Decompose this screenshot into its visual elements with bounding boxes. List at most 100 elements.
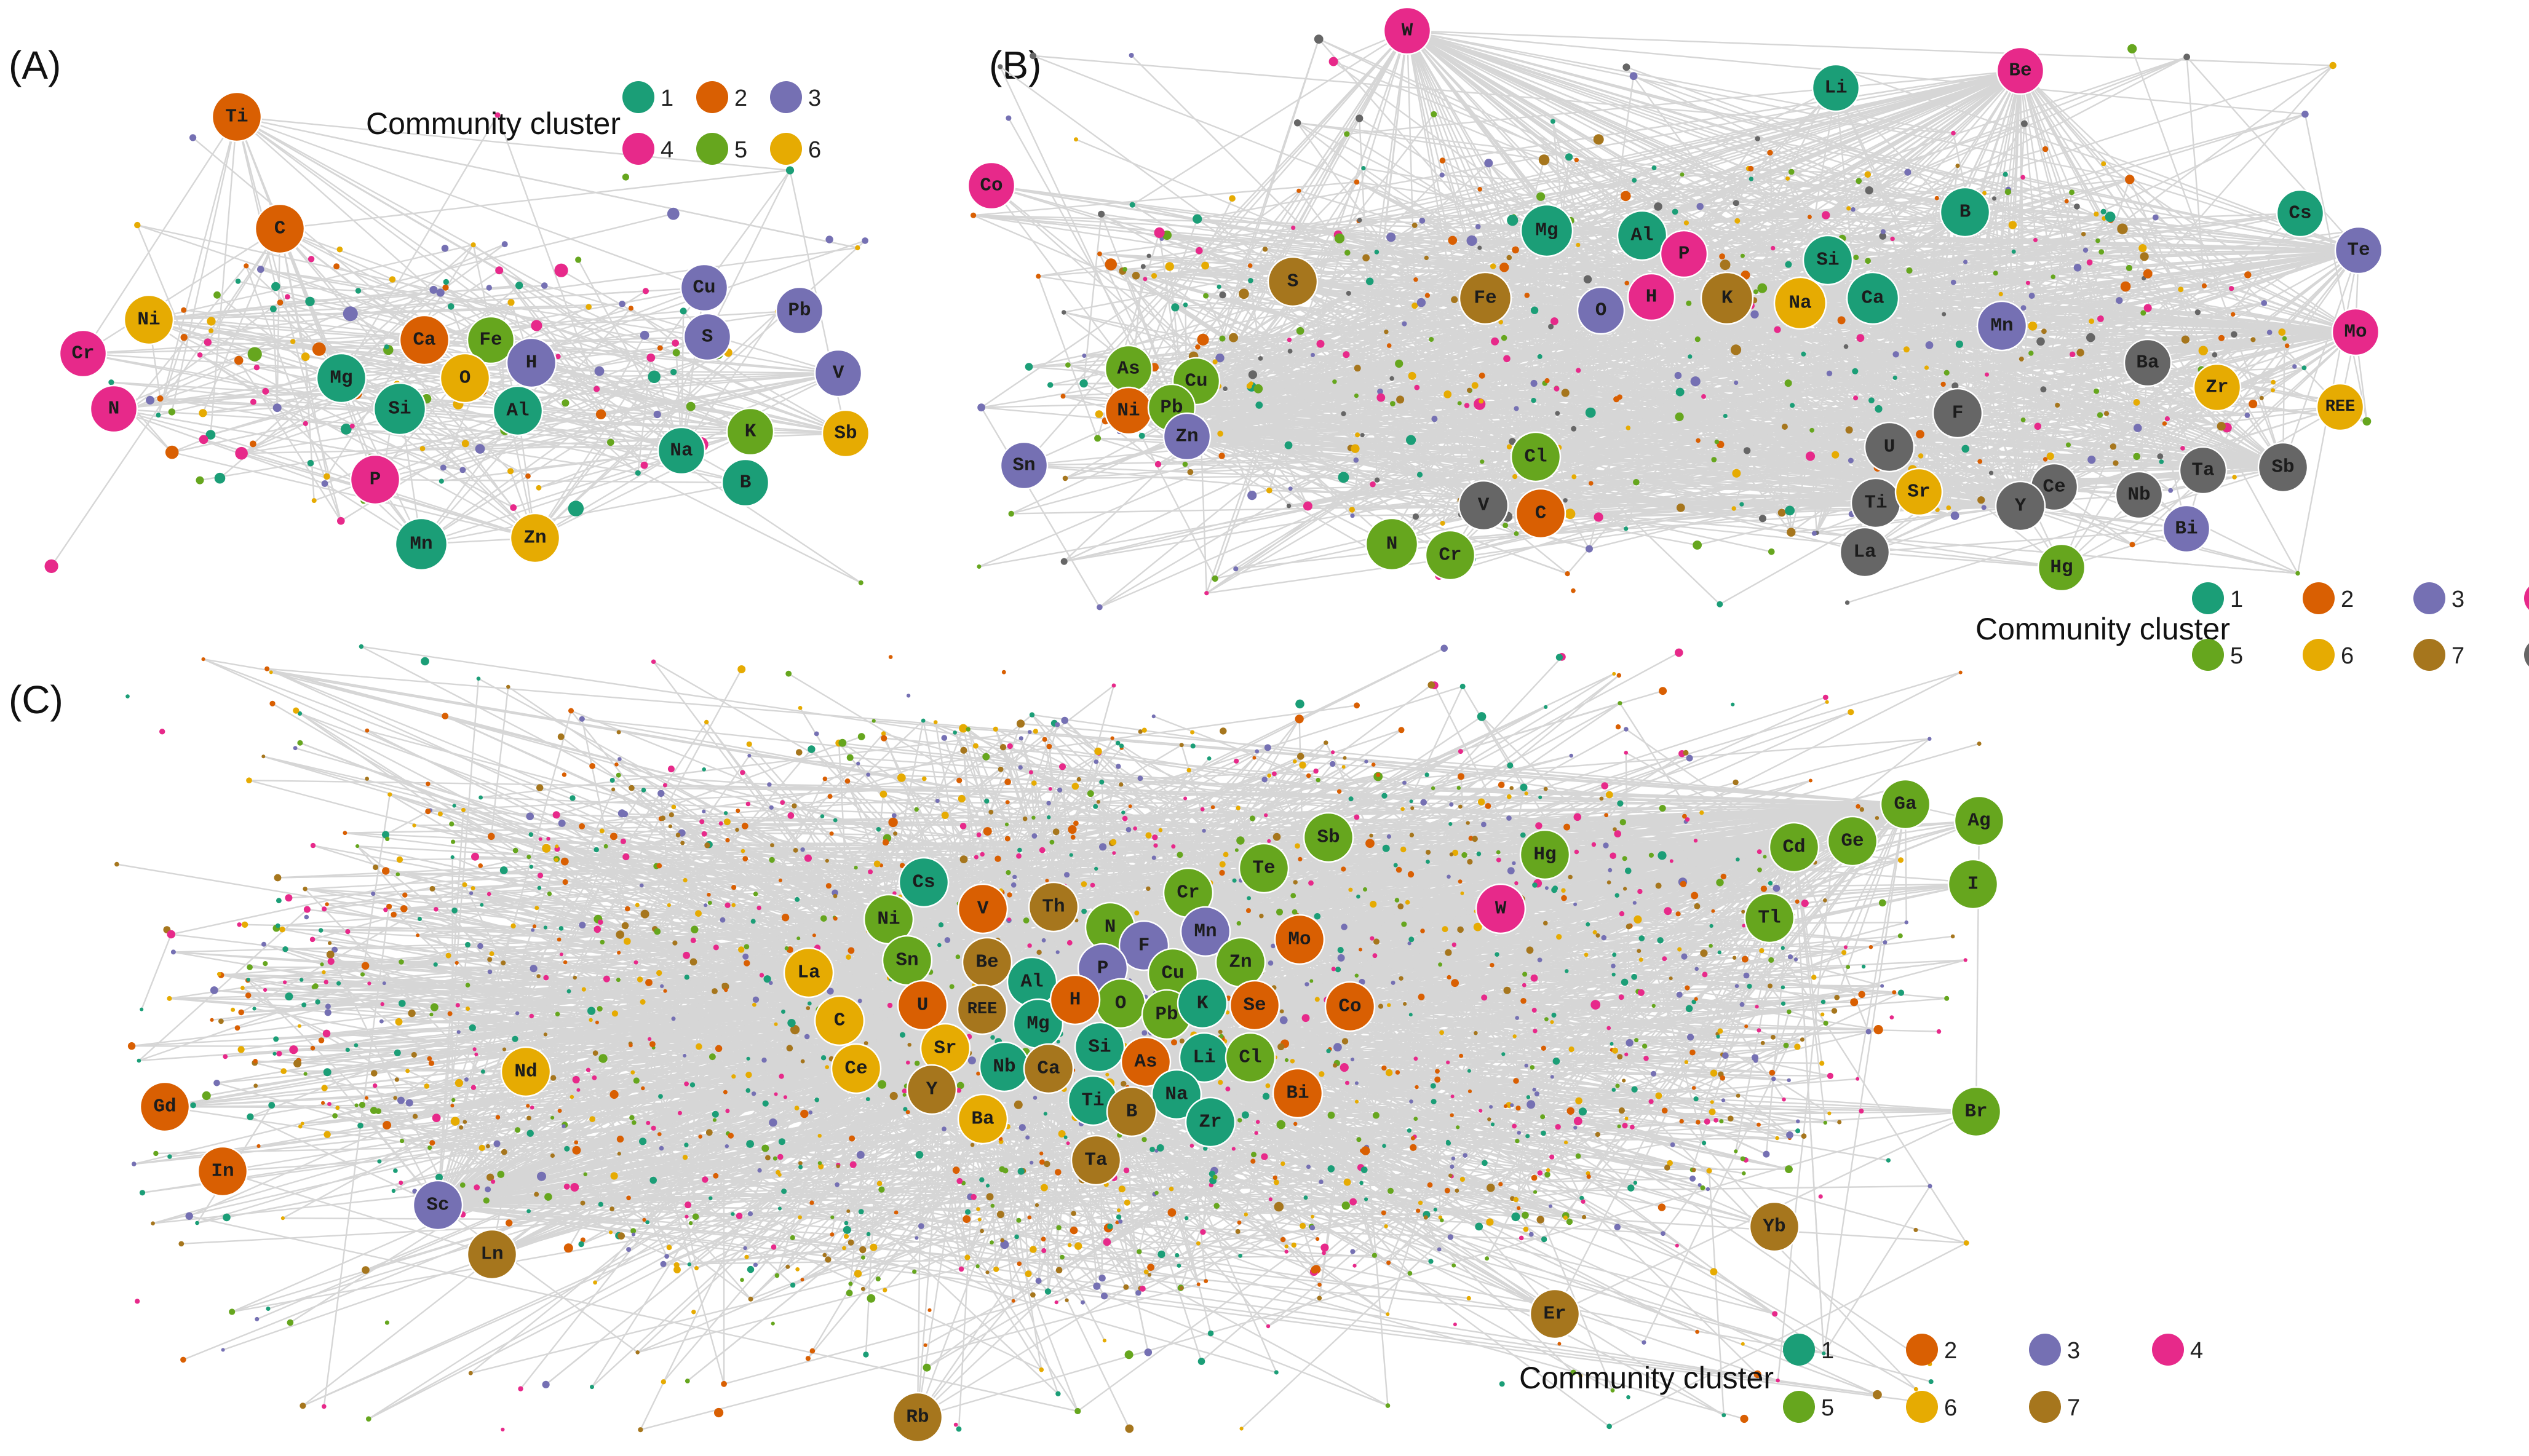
network-edge <box>973 215 1199 251</box>
small-node <box>1122 267 1127 272</box>
small-node <box>1507 215 1519 226</box>
small-node <box>1624 280 1629 286</box>
small-node <box>307 459 314 467</box>
small-node <box>2028 321 2038 331</box>
small-node <box>1193 214 1202 224</box>
small-node <box>1868 397 1875 403</box>
small-node <box>1030 52 1037 60</box>
network-edge <box>1132 30 1408 206</box>
small-node <box>2138 244 2147 253</box>
small-node <box>2143 269 2153 279</box>
network-edge <box>1540 406 2341 515</box>
network-edge <box>148 287 705 321</box>
small-node <box>1395 359 1403 368</box>
small-node <box>855 245 860 251</box>
small-node <box>1530 379 1538 387</box>
network-edge <box>973 181 1357 216</box>
small-node <box>2157 453 2164 459</box>
network-edge <box>241 240 866 454</box>
element-node-label: Zn <box>1175 426 1198 448</box>
small-node <box>2064 199 2069 204</box>
small-node <box>1062 475 1068 481</box>
element-node-sn: Sn <box>999 441 1049 490</box>
small-node <box>1548 323 1554 330</box>
small-node <box>1951 130 1956 136</box>
network-edge <box>236 116 545 287</box>
network-edge <box>2001 70 2022 326</box>
network-edge <box>248 979 266 991</box>
small-node <box>1457 401 1462 406</box>
network-edge <box>250 1116 439 1206</box>
small-node <box>1047 382 1054 388</box>
small-node <box>2073 264 2082 272</box>
legend-label: 2 <box>734 85 747 111</box>
small-node <box>1748 165 1754 172</box>
small-node <box>1946 505 1951 510</box>
element-node-label: Nb <box>2127 485 2150 506</box>
element-node-label: C <box>274 218 286 240</box>
legend-swatch <box>696 133 728 165</box>
element-node-label: As <box>1117 358 1140 380</box>
small-node <box>1563 498 1568 503</box>
network-edge <box>241 301 512 454</box>
small-node <box>257 266 264 273</box>
small-node <box>2284 343 2290 349</box>
small-node <box>1466 235 1477 246</box>
network-edge <box>202 228 281 414</box>
legend-label: 7 <box>2452 643 2464 669</box>
small-node <box>337 516 345 525</box>
network-edge <box>1483 504 2062 569</box>
small-node <box>1499 263 1509 272</box>
small-node <box>1183 303 1188 307</box>
small-node <box>1916 430 1924 439</box>
network-edge <box>236 116 790 172</box>
small-node <box>670 368 677 376</box>
network-edge <box>1351 370 1856 511</box>
element-node-la: La <box>1839 526 1891 578</box>
small-node <box>2036 337 2045 346</box>
network-edge <box>82 352 466 379</box>
small-node <box>2250 337 2256 342</box>
small-node <box>1390 401 1396 406</box>
small-node <box>1354 179 1360 185</box>
small-node <box>1852 368 1859 374</box>
small-node <box>2094 212 2099 217</box>
small-node <box>2201 283 2207 288</box>
small-node <box>1350 513 1355 518</box>
network-edge <box>1422 180 1859 222</box>
element-node-label: N <box>108 398 120 420</box>
network-edge <box>1835 87 2204 471</box>
element-node-label: Mg <box>1535 220 1558 242</box>
network-edge <box>1128 253 1685 370</box>
network-edge <box>706 170 791 338</box>
legend-swatch <box>622 133 654 165</box>
small-node <box>2086 259 2093 266</box>
network-edge <box>1800 302 2116 464</box>
small-node <box>2301 110 2309 118</box>
legend-swatch <box>2413 582 2445 614</box>
small-node <box>213 291 221 299</box>
element-node-mn: Mn <box>394 517 448 571</box>
small-node <box>1531 398 1536 403</box>
legend-label: 2 <box>2341 587 2354 612</box>
small-node <box>1328 57 1338 66</box>
small-node <box>1753 289 1758 295</box>
network-edge <box>82 336 708 355</box>
network-edge <box>600 372 839 416</box>
small-node <box>1062 310 1066 315</box>
network-edge <box>1312 354 2284 469</box>
network-edge <box>148 318 846 435</box>
network-edge <box>1634 180 2359 251</box>
small-node <box>1431 111 1437 117</box>
small-node <box>1490 263 1496 269</box>
panel-b-label: (B) <box>989 43 1041 87</box>
small-node <box>1982 191 1987 196</box>
legend-label: 1 <box>661 85 673 111</box>
small-node <box>1537 354 1542 359</box>
small-node <box>1749 176 1753 181</box>
small-node <box>568 501 584 516</box>
small-node <box>1720 259 1731 271</box>
small-node <box>303 421 308 427</box>
small-node <box>1353 457 1359 463</box>
